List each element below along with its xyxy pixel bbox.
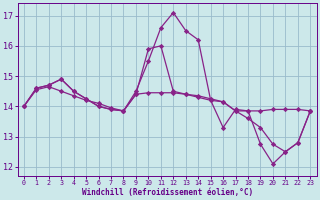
X-axis label: Windchill (Refroidissement éolien,°C): Windchill (Refroidissement éolien,°C) [82,188,253,197]
